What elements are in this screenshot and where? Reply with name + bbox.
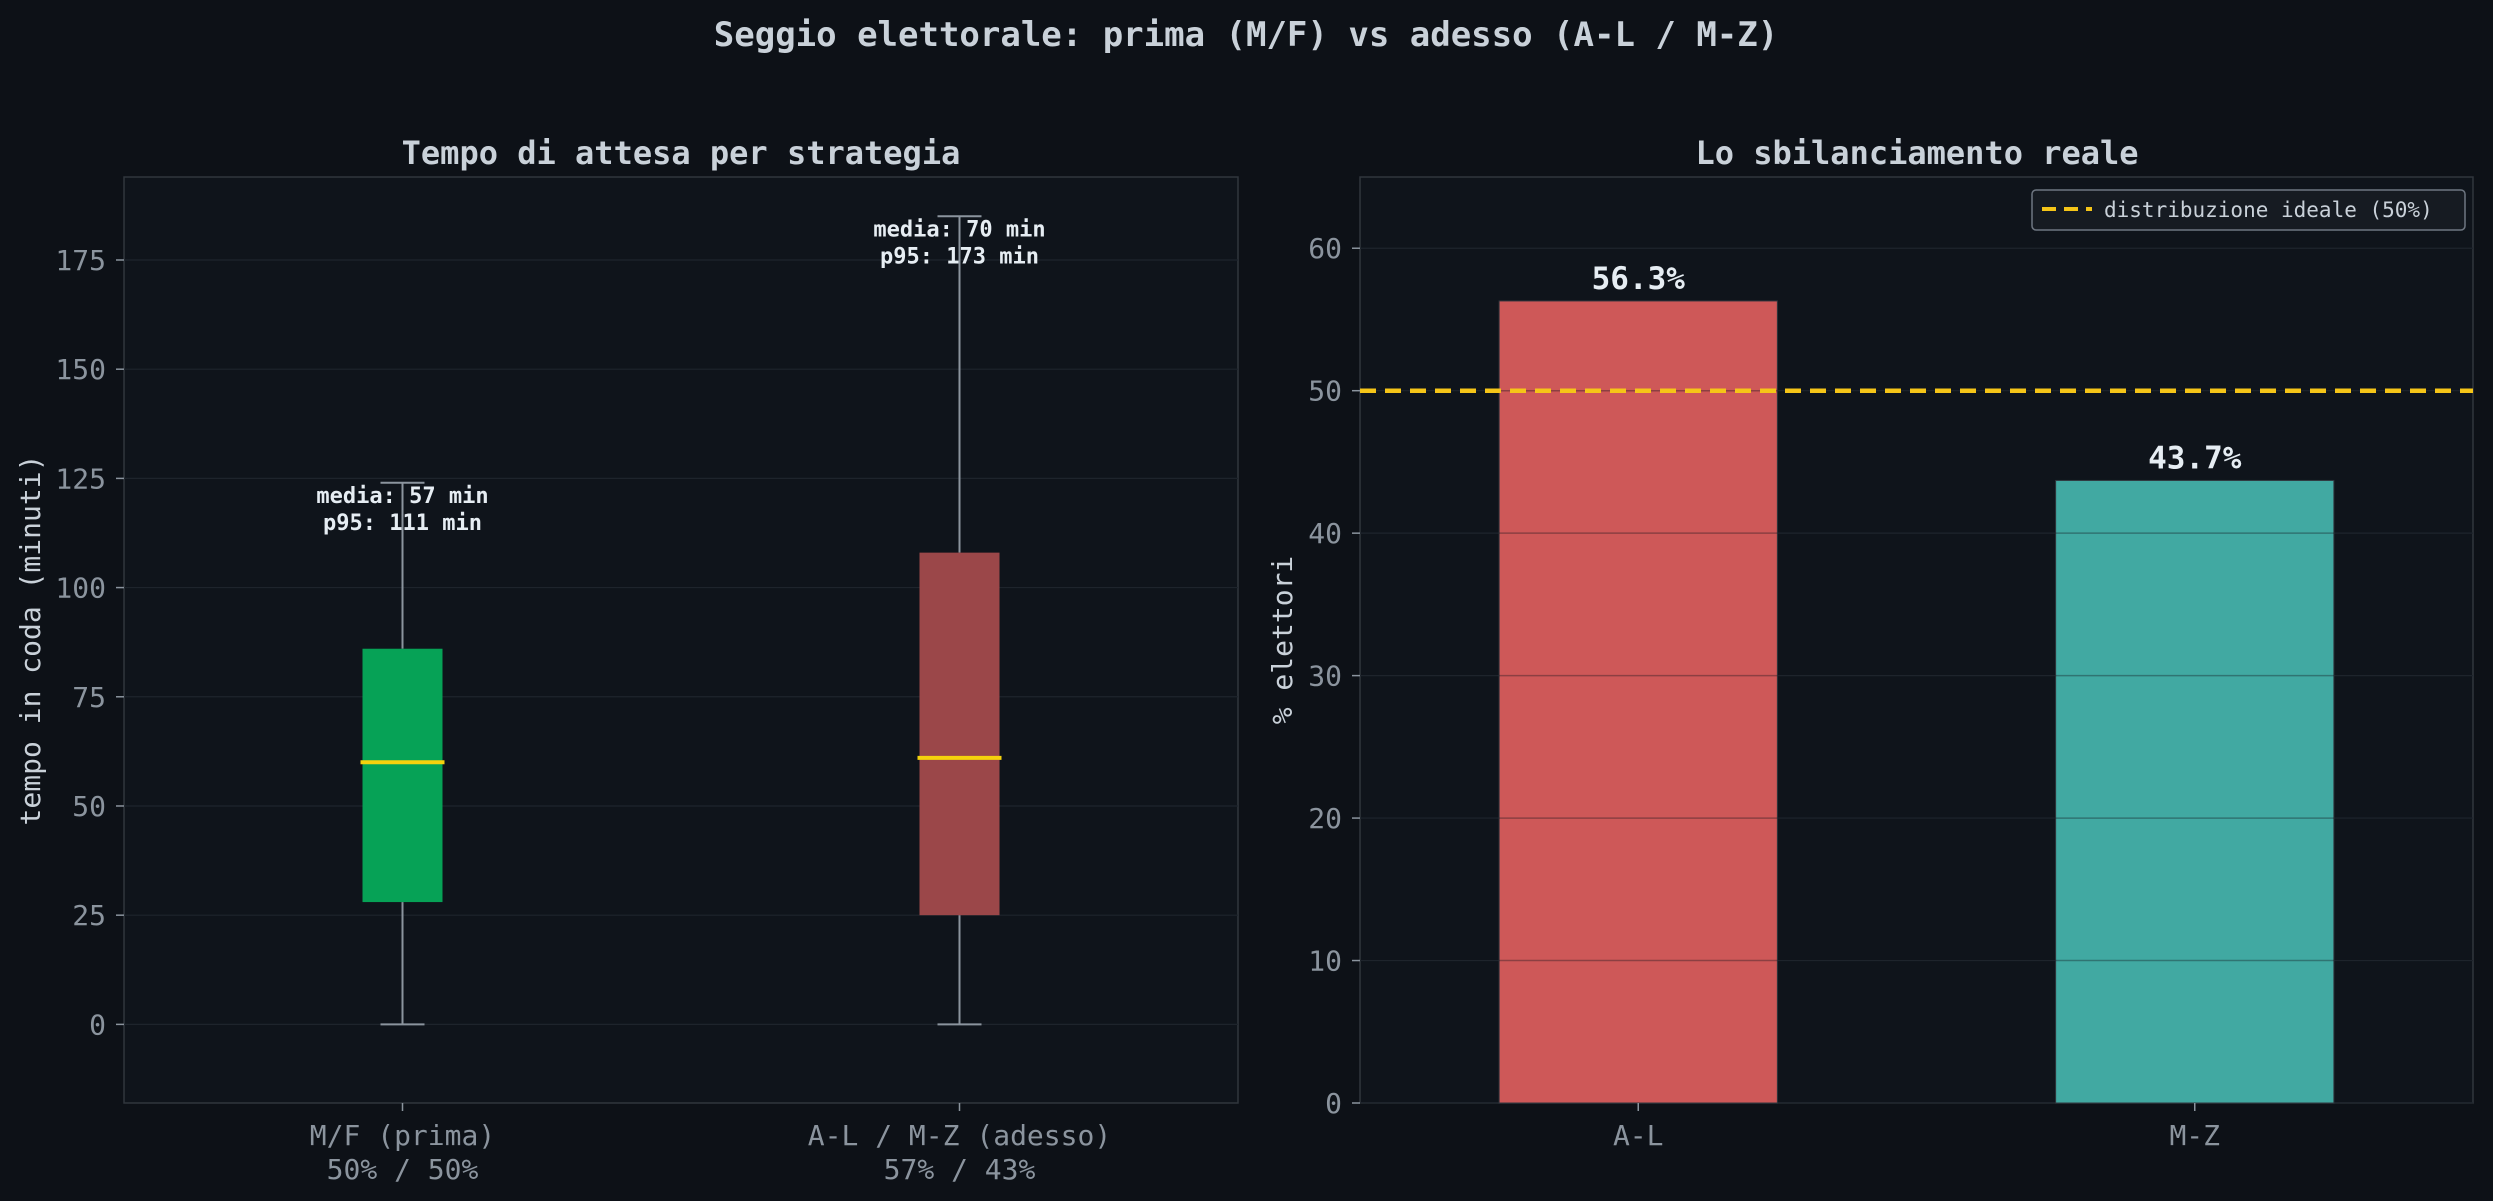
left-y-tick-label: 100 xyxy=(55,572,106,605)
left-y-tick-label: 125 xyxy=(55,462,106,495)
right-y-tick-label: 30 xyxy=(1308,660,1342,693)
left-y-tick-label: 50 xyxy=(72,790,106,823)
right-chart-title: Lo sbilanciamento reale xyxy=(1695,134,2138,172)
right-y-tick-label: 40 xyxy=(1308,517,1342,550)
right-y-tick-label: 60 xyxy=(1308,232,1342,265)
right-x-tick-label: M-Z xyxy=(2169,1119,2220,1152)
left-plot-area xyxy=(123,176,1239,1104)
right-y-tick-label: 20 xyxy=(1308,802,1342,835)
box-iqr xyxy=(362,648,443,903)
legend: distribuzione ideale (50%) xyxy=(2031,189,2466,231)
left-x-tick-sublabel: 57% / 43% xyxy=(884,1153,1036,1186)
left-y-tick-label: 150 xyxy=(55,353,106,386)
box-iqr xyxy=(919,552,1000,916)
left-x-tick-label: M/F (prima) xyxy=(310,1119,495,1152)
left-chart-title: Tempo di attesa per strategia xyxy=(402,134,961,172)
left-y-tick-label: 175 xyxy=(55,244,106,277)
box-annotation: p95: 111 min xyxy=(323,511,482,536)
bar-a-l: 56.3% xyxy=(1498,261,1778,1104)
box-annotation: p95: 173 min xyxy=(880,244,1039,269)
left-x-tick-sublabel: 50% / 50% xyxy=(327,1153,479,1186)
bar-m-z: 43.7% xyxy=(2055,440,2335,1104)
left-y-tick-label: 0 xyxy=(89,1008,106,1041)
box-annotation: media: 57 min xyxy=(316,484,488,509)
bar xyxy=(2055,479,2335,1104)
right-y-axis-label: % elettori xyxy=(1266,556,1299,725)
bar xyxy=(1498,300,1778,1104)
right-x-tick-label: A-L xyxy=(1613,1119,1664,1152)
imbalance-bar-chart: Lo sbilanciamento reale % elettori 0 10 20… xyxy=(1266,134,2474,1152)
bar-value-label: 56.3% xyxy=(1592,261,1686,297)
figure-title: Seggio elettorale: prima (M/F) vs adesso… xyxy=(714,15,1778,55)
right-y-tick-label: 10 xyxy=(1308,945,1342,978)
left-x-tick-label: A-L / M-Z (adesso) xyxy=(808,1119,1111,1152)
left-y-tick-label: 25 xyxy=(72,899,106,932)
box-annotation: media: 70 min xyxy=(873,217,1045,242)
left-y-tick-label: 75 xyxy=(72,681,106,714)
right-y-tick-label: 0 xyxy=(1325,1087,1342,1120)
wait-time-boxplot: Tempo di attesa per strategia tempo in c… xyxy=(14,134,1239,1186)
left-y-axis-label: tempo in coda (minuti) xyxy=(14,455,47,826)
bar-value-label: 43.7% xyxy=(2148,440,2242,476)
legend-label: distribuzione ideale (50%) xyxy=(2104,198,2433,222)
legend-box xyxy=(2031,189,2466,231)
right-y-tick-label: 50 xyxy=(1308,375,1342,408)
